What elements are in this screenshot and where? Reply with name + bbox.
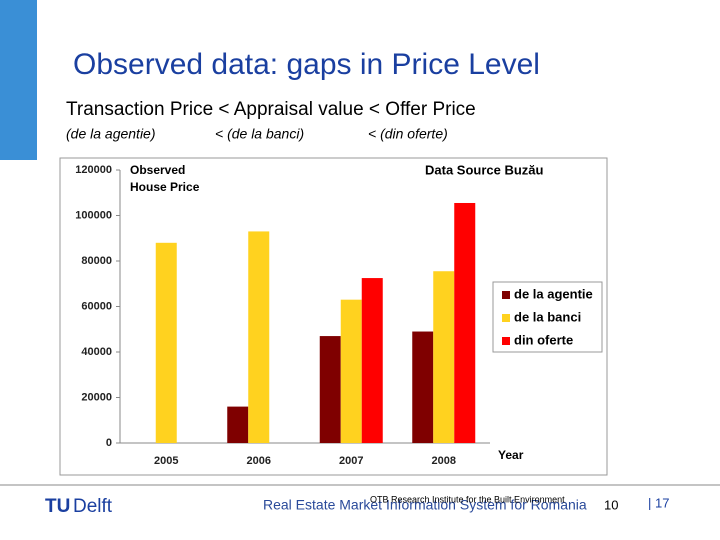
page-number: | 17 — [648, 495, 669, 510]
legend-label: de la banci — [514, 309, 581, 324]
x-axis-label: Year — [498, 448, 524, 462]
bar — [340, 299, 362, 443]
slide-title: Observed data: gaps in Price Level — [73, 48, 540, 81]
x-tick-label: 2006 — [247, 455, 271, 467]
y-tick-label: 40000 — [81, 346, 112, 358]
y-tick-label: 60000 — [81, 300, 112, 312]
annotation: House Price — [130, 180, 200, 194]
x-tick-label: 2008 — [432, 455, 456, 467]
logo: Delft — [73, 496, 113, 517]
accent-bar — [0, 0, 37, 160]
legend-label: de la agentie — [514, 286, 593, 301]
bar — [361, 278, 383, 443]
y-tick-label: 80000 — [81, 255, 112, 267]
legend-swatch — [502, 314, 510, 322]
footer-institute: OTB Research Institute for the Built Env… — [370, 494, 565, 504]
legend-box — [492, 281, 603, 353]
y-tick-label: 0 — [106, 437, 112, 449]
bar — [433, 271, 455, 443]
note: < (din oferte) — [368, 126, 448, 142]
legend-label: din oferte — [514, 332, 573, 347]
slide-subtitle: Transaction Price < Appraisal value < Of… — [66, 99, 476, 120]
legend-swatch — [502, 337, 510, 345]
y-tick-label: 20000 — [81, 391, 112, 403]
footer-system: Real Estate Market Information System fo… — [263, 497, 587, 513]
note: < (de la banci) — [215, 126, 304, 142]
x-tick-label: 2005 — [154, 455, 178, 467]
y-tick-label: 100000 — [75, 209, 112, 221]
y-tick-label: 120000 — [75, 164, 112, 176]
x-tick-label: 2007 — [339, 455, 363, 467]
source: Data Source Buzău — [425, 162, 544, 177]
slide-number: 10 — [604, 497, 618, 512]
bar — [412, 331, 434, 443]
note: (de la agentie) — [66, 126, 156, 142]
bar — [155, 242, 177, 443]
bar — [227, 406, 249, 443]
legend-swatch — [502, 291, 510, 299]
annotation: Observed — [130, 163, 185, 177]
logo: TU — [45, 496, 70, 517]
bar — [454, 202, 476, 443]
bar — [319, 336, 341, 443]
bar — [248, 231, 270, 443]
